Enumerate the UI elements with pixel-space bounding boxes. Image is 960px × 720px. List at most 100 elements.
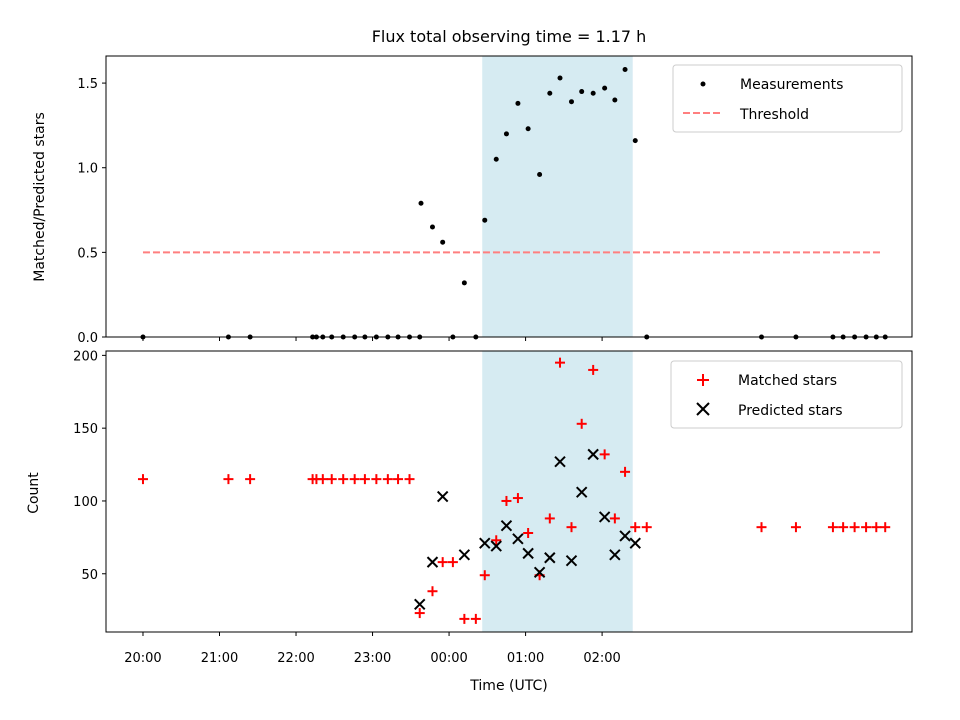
- x-tick-label: 20:00: [124, 651, 161, 666]
- measurement-point: [632, 138, 638, 144]
- x-tick-label: 23:00: [354, 651, 391, 666]
- bottom-panel: 50 100 150 200 20:00 21:00 22:00 23:00 00:00 01:…: [26, 349, 913, 694]
- matched-star-point: [371, 474, 382, 485]
- matched-star-point: [620, 466, 631, 477]
- matched-star-point: [491, 535, 502, 546]
- matched-star-point: [641, 522, 652, 533]
- y-tick-label: 200: [73, 349, 98, 364]
- matched-star-point: [599, 449, 610, 460]
- predicted-star-point: [490, 540, 502, 552]
- measurement-point: [515, 100, 521, 106]
- measurement-point: [537, 171, 543, 177]
- predicted-star-point: [619, 530, 631, 542]
- predicted-star-point: [436, 490, 449, 503]
- matched-star-point: [588, 364, 599, 375]
- bottom-axes-frame: [105, 350, 913, 633]
- matched-star-point: [447, 557, 458, 568]
- y-tick-label: 50: [81, 568, 98, 583]
- predicted-star-point: [629, 537, 641, 549]
- x-tick-label: 01:00: [507, 651, 544, 666]
- matched-star-point: [359, 474, 370, 485]
- measurement-point: [418, 200, 424, 206]
- legend-matched-marker: [697, 374, 709, 386]
- predicted-star-point: [414, 598, 426, 611]
- matched-star-point: [427, 586, 438, 597]
- matched-star-point: [349, 474, 360, 485]
- predicted-star-point: [609, 549, 621, 561]
- y-tick-label: 150: [73, 422, 98, 437]
- matched-star-point: [459, 613, 470, 624]
- matched-star-point: [609, 513, 620, 524]
- top-legend: Measurements Threshold: [672, 64, 903, 133]
- bottom-y-axis-label: Count: [26, 472, 42, 514]
- measurement-point: [525, 126, 531, 132]
- matched-star-point: [326, 474, 337, 485]
- top-y-axis-label: Matched/Predicted stars: [32, 112, 48, 282]
- matched-star-point: [880, 522, 891, 533]
- predicted-star-point: [544, 552, 556, 564]
- matched-star-point: [512, 493, 523, 504]
- matched-star-point: [414, 608, 425, 619]
- measurement-point: [461, 280, 467, 286]
- predicted-star-point: [554, 455, 566, 468]
- y-tick-label: 1.0: [77, 162, 98, 177]
- predicted-star-point: [512, 533, 524, 545]
- top-axes-frame: [105, 55, 913, 338]
- matched-star-point: [470, 613, 481, 624]
- matched-star-point: [501, 495, 512, 506]
- predicted-star-point: [575, 486, 588, 498]
- matched-star-point: [790, 522, 801, 533]
- x-tick-label: 21:00: [201, 651, 238, 666]
- matched-star-point: [861, 522, 872, 533]
- legend-matched-label: Matched stars: [738, 373, 837, 389]
- top-x-ticks: [142, 337, 603, 341]
- matched-star-point: [393, 474, 404, 485]
- measurement-point: [547, 90, 553, 96]
- matched-star-point: [137, 474, 148, 485]
- y-tick-label: 0.5: [77, 246, 98, 261]
- predicted-star-point: [500, 520, 513, 532]
- matched-star-point: [630, 522, 641, 533]
- legend-measurements-marker: [700, 81, 706, 87]
- measurement-point: [568, 99, 574, 105]
- matched-star-point: [544, 513, 555, 524]
- matched-star-point: [566, 522, 577, 533]
- measurement-point: [493, 156, 499, 162]
- matched-star-point: [382, 474, 393, 485]
- legend-measurements-label: Measurements: [740, 77, 843, 93]
- legend-threshold-label: Threshold: [739, 107, 809, 123]
- matched-star-point: [437, 557, 448, 568]
- bottom-y-ticks: 50 100 150 200: [73, 349, 106, 583]
- y-tick-label: 1.5: [77, 77, 98, 92]
- matched-star-point: [338, 474, 349, 485]
- measurement-point: [503, 131, 509, 137]
- legend-predicted-marker: [696, 402, 710, 416]
- top-y-ticks: 0.0 0.5 1.0 1.5: [77, 77, 106, 346]
- matched-star-point: [838, 522, 849, 533]
- measurement-point: [622, 67, 628, 73]
- x-tick-label: 00:00: [430, 651, 467, 666]
- legend-predicted-label: Predicted stars: [738, 403, 843, 419]
- x-tick-label: 02:00: [583, 651, 620, 666]
- measurement-point: [612, 97, 618, 103]
- predicted-star-point: [587, 448, 599, 461]
- matched-star-point: [404, 474, 415, 485]
- chart-title: Flux total observing time = 1.17 h: [372, 27, 647, 46]
- y-tick-label: 0.0: [77, 331, 98, 346]
- matched-star-point: [555, 357, 566, 368]
- bottom-shaded-region: [482, 351, 633, 632]
- matched-star-point: [223, 474, 234, 485]
- matched-star-point: [849, 522, 860, 533]
- predicted-star-point: [598, 511, 611, 523]
- top-panel: 0.0 0.5 1.0 1.5 Matched/Predicted stars Mea…: [32, 55, 913, 346]
- measurement-point: [429, 224, 435, 230]
- top-shaded-region: [482, 56, 633, 337]
- measurement-point: [557, 75, 563, 81]
- bottom-legend: Matched stars Predicted stars: [670, 360, 903, 429]
- matched-star-point: [871, 522, 882, 533]
- measurement-point: [602, 85, 608, 91]
- matched-star-point: [756, 522, 767, 533]
- predicted-star-point: [458, 549, 471, 561]
- measurement-point: [482, 217, 488, 223]
